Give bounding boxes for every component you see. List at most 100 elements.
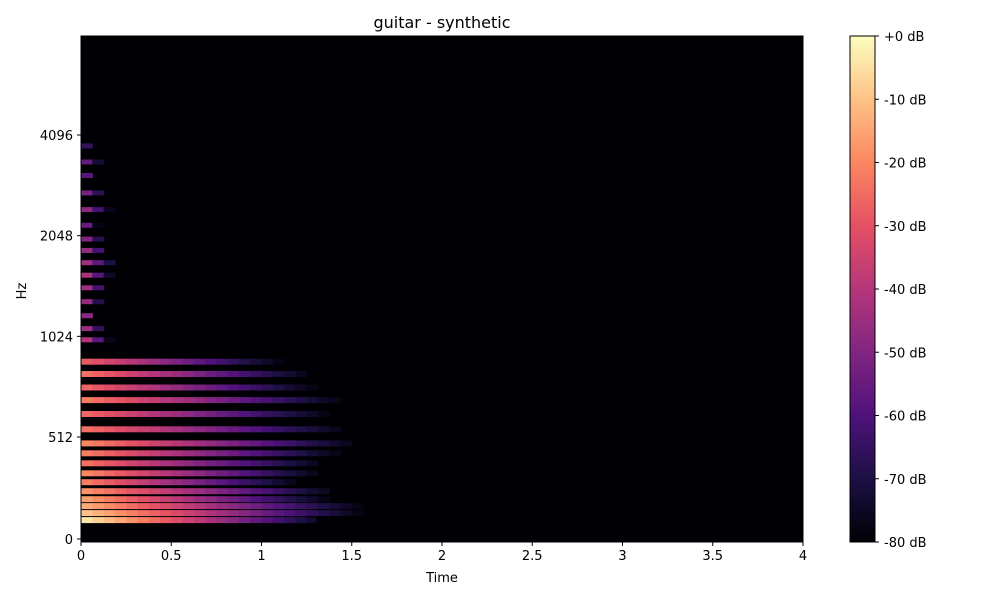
heatmap-cell bbox=[272, 397, 285, 404]
heatmap-cell bbox=[126, 358, 138, 365]
heatmap-cell bbox=[193, 496, 206, 503]
y-tick-label: 0 bbox=[65, 533, 73, 548]
heatmap-cell bbox=[205, 411, 217, 417]
colorbar-tick-label: -60 dB bbox=[884, 410, 927, 425]
heatmap-cell bbox=[205, 510, 217, 517]
heatmap-cell bbox=[137, 384, 150, 391]
heatmap-cell bbox=[160, 411, 172, 417]
heatmap-cell bbox=[216, 426, 229, 433]
heatmap-cell bbox=[148, 479, 161, 486]
heatmap-cell bbox=[92, 222, 105, 228]
heatmap-cell bbox=[126, 440, 138, 447]
heatmap-cell bbox=[272, 503, 285, 510]
heatmap-cell bbox=[81, 247, 93, 253]
heatmap-cell bbox=[171, 470, 184, 477]
heatmap-cell bbox=[160, 358, 172, 365]
heatmap-cell bbox=[137, 450, 150, 457]
heatmap-cell bbox=[238, 426, 251, 433]
heatmap-cell bbox=[137, 397, 150, 404]
partial-band-4 bbox=[81, 488, 330, 495]
heatmap-cell bbox=[250, 496, 263, 503]
heatmap-cell bbox=[103, 207, 116, 213]
x-tick-label: 0.5 bbox=[161, 549, 182, 564]
heatmap-cell bbox=[92, 371, 105, 377]
heatmap-cell bbox=[92, 517, 105, 524]
heatmap-cell bbox=[182, 460, 195, 467]
heatmap-cell bbox=[216, 479, 229, 486]
heatmap-cell bbox=[126, 397, 138, 404]
heatmap-cell bbox=[329, 510, 342, 517]
heatmap-cell bbox=[250, 426, 263, 433]
partial-band-28 bbox=[81, 173, 93, 178]
heatmap-cell bbox=[238, 384, 251, 391]
heatmap-cell bbox=[114, 510, 127, 517]
heatmap-cell bbox=[193, 371, 206, 377]
heatmap-cell bbox=[148, 397, 161, 404]
heatmap-cell bbox=[171, 496, 184, 503]
heatmap-cell bbox=[329, 450, 342, 457]
partial-band-8 bbox=[81, 450, 342, 457]
heatmap-cell bbox=[205, 358, 217, 365]
partial-band-9 bbox=[81, 440, 353, 447]
heatmap-cell bbox=[160, 479, 172, 486]
heatmap-cell bbox=[148, 503, 161, 510]
heatmap-cell bbox=[103, 426, 116, 433]
heatmap-cell bbox=[81, 272, 93, 278]
heatmap-cell bbox=[114, 426, 127, 433]
heatmap-cell bbox=[317, 503, 330, 510]
heatmap-cell bbox=[182, 488, 195, 495]
heatmap-cell bbox=[261, 496, 274, 503]
heatmap-cell bbox=[272, 510, 285, 517]
heatmap-cell bbox=[329, 503, 342, 510]
heatmap-cell bbox=[295, 510, 308, 517]
heatmap-cell bbox=[148, 371, 161, 377]
heatmap-cell bbox=[148, 470, 161, 477]
heatmap-cell bbox=[114, 411, 127, 417]
heatmap-cell bbox=[182, 510, 195, 517]
x-tick-label: 3.5 bbox=[702, 549, 723, 564]
heatmap-cell bbox=[261, 470, 274, 477]
heatmap-cell bbox=[137, 517, 150, 524]
heatmap-cell bbox=[317, 510, 330, 517]
heatmap-cell bbox=[81, 470, 93, 477]
heatmap-cell bbox=[250, 397, 263, 404]
heatmap-cell bbox=[160, 517, 172, 524]
heatmap-cell bbox=[205, 371, 217, 377]
heatmap-cell bbox=[137, 470, 150, 477]
heatmap-cell bbox=[193, 358, 206, 365]
partial-band-13 bbox=[81, 384, 319, 391]
heatmap-cell bbox=[272, 358, 285, 365]
heatmap-cell bbox=[103, 479, 116, 486]
heatmap-cell bbox=[103, 272, 116, 278]
heatmap-cell bbox=[238, 450, 251, 457]
heatmap-cell bbox=[81, 326, 93, 332]
heatmap-cell bbox=[261, 411, 274, 417]
heatmap-cell bbox=[216, 488, 229, 495]
heatmap-cell bbox=[250, 510, 263, 517]
heatmap-cell bbox=[250, 488, 263, 495]
heatmap-cell bbox=[284, 411, 296, 417]
heatmap-cell bbox=[182, 371, 195, 377]
heatmap-cell bbox=[306, 397, 319, 404]
heatmap-cell bbox=[126, 496, 138, 503]
partial-band-10 bbox=[81, 426, 342, 433]
partial-band-6 bbox=[81, 470, 319, 477]
heatmap-cell bbox=[114, 440, 127, 447]
partial-band-18 bbox=[81, 313, 93, 319]
heatmap-cell bbox=[284, 384, 296, 391]
heatmap-cell bbox=[205, 517, 217, 524]
heatmap-cell bbox=[103, 411, 116, 417]
partial-band-26 bbox=[81, 207, 116, 213]
heatmap-cell bbox=[92, 326, 105, 332]
heatmap-cell bbox=[250, 358, 263, 365]
heatmap-cell bbox=[92, 159, 105, 165]
heatmap-cell bbox=[81, 479, 93, 486]
heatmap-cell bbox=[160, 426, 172, 433]
heatmap-cell bbox=[81, 143, 93, 149]
heatmap-cell bbox=[238, 517, 251, 524]
heatmap-cell bbox=[171, 450, 184, 457]
heatmap-cell bbox=[81, 411, 93, 417]
heatmap-cell bbox=[193, 517, 206, 524]
heatmap-cell bbox=[182, 384, 195, 391]
heatmap-cell bbox=[306, 470, 319, 477]
